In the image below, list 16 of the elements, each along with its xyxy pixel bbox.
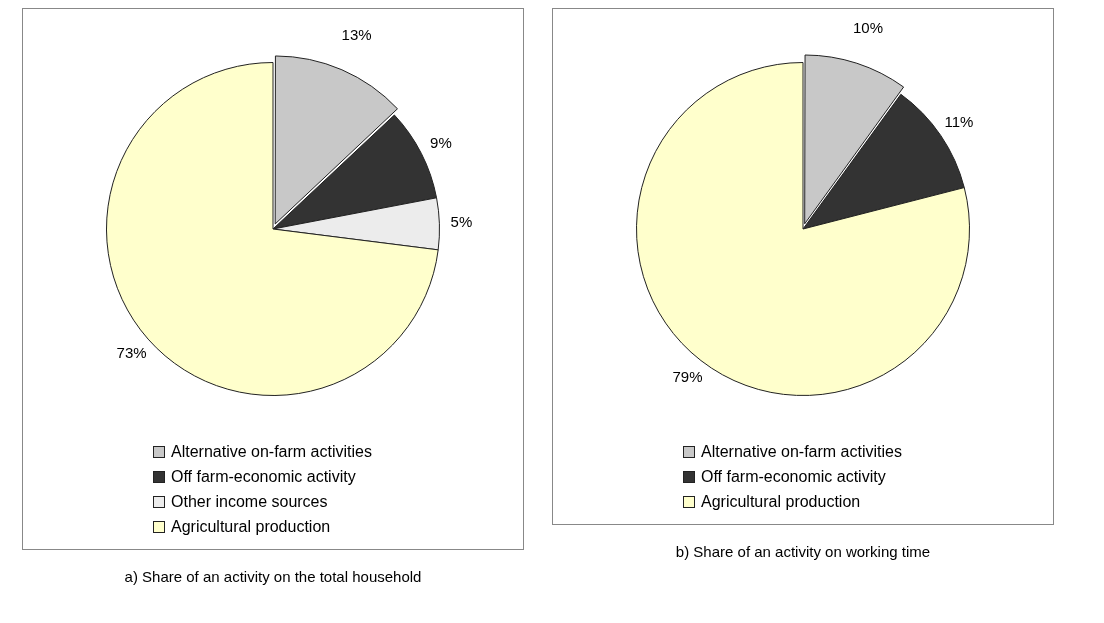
legend-label: Agricultural production — [171, 517, 331, 537]
legend-label: Off farm-economic activity — [701, 467, 886, 487]
data-label: 5% — [450, 213, 473, 231]
legend-label: Other income sources — [171, 492, 328, 512]
text: b) Share of an activity on working time — [674, 543, 932, 560]
legend-label: Off farm-economic activity — [171, 467, 356, 487]
data-label: 10% — [853, 18, 884, 36]
data-label: 9% — [430, 133, 452, 151]
legend-label: Alternative on-farm activities — [171, 442, 372, 462]
data-label: 13% — [341, 25, 372, 43]
data-label: 11% — [944, 113, 974, 131]
legend-label: Agricultural production — [701, 492, 861, 512]
text: a) Share of an activity on the total household — [123, 568, 423, 585]
data-label: 79% — [672, 368, 703, 386]
data-label: 73% — [116, 343, 147, 361]
legend-label: Alternative on-farm activities — [701, 442, 902, 462]
